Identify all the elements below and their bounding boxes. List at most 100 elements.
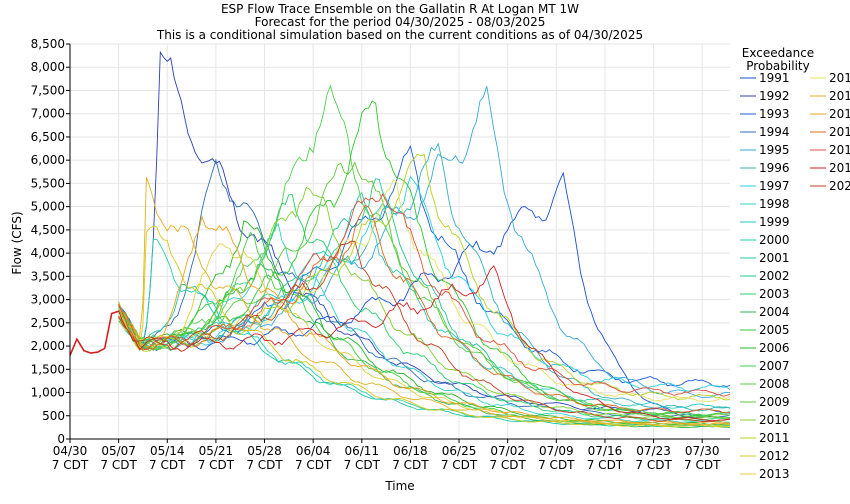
legend-label: 2013 <box>759 467 790 481</box>
legend-item-2004: 2004 <box>740 305 790 319</box>
x-axis-label: Time <box>384 479 414 493</box>
x-tick-sublabel: 7 CDT <box>149 458 186 472</box>
series-line-2016 <box>118 214 730 425</box>
y-tick-label: 8,000 <box>31 60 65 74</box>
legend-label: 2019 <box>829 161 850 175</box>
series-line-2012 <box>118 225 730 428</box>
series-line-2019 <box>118 265 731 422</box>
series-line-2010 <box>118 186 731 420</box>
x-tick-label: 07/23 <box>636 444 671 458</box>
legend-label: 2010 <box>759 413 790 427</box>
legend-label: 2009 <box>759 395 790 409</box>
y-axis-label: Flow (CFS) <box>10 211 24 274</box>
axes <box>69 44 730 440</box>
series-line-2014 <box>118 179 731 402</box>
x-tick-sublabel: 7 CDT <box>441 458 478 472</box>
legend-item-1998: 1998 <box>740 197 790 211</box>
y-tick-label: 1,500 <box>31 362 65 376</box>
x-tick-label: 06/04 <box>296 444 331 458</box>
series-line-2013 <box>118 243 730 427</box>
legend-item-2005: 2005 <box>740 323 790 337</box>
observed-line <box>69 310 119 356</box>
legend-label: 1998 <box>759 197 790 211</box>
legend-item-2006: 2006 <box>740 341 790 355</box>
series-line-1995 <box>118 86 731 398</box>
legend-label: 1995 <box>759 143 790 157</box>
x-tick-sublabel: 7 CDT <box>635 458 672 472</box>
legend-item-2010: 2010 <box>740 413 790 427</box>
legend-item-1997: 1997 <box>740 179 790 193</box>
y-tick-label: 0 <box>57 432 65 446</box>
legend-item-1991: 1991 <box>740 71 790 85</box>
series-line-2006 <box>118 220 731 426</box>
y-tick-label: 3,000 <box>31 293 65 307</box>
y-tick-label: 4,000 <box>31 246 65 260</box>
legend-item-1995: 1995 <box>740 143 790 157</box>
legend-label: 1999 <box>759 215 790 229</box>
chart-subtitle-period: Forecast for the period 04/30/2025 - 08/… <box>255 15 546 29</box>
legend-label: 2020 <box>829 179 850 193</box>
legend-label: 2001 <box>759 251 790 265</box>
observed-line-group <box>69 310 119 356</box>
y-tick-label: 2,500 <box>31 316 65 330</box>
legend-item-2015: 2015 <box>810 89 850 103</box>
legend-label: 1994 <box>759 125 790 139</box>
legend-item-2018: 2018 <box>810 143 850 157</box>
x-tick-sublabel: 7 CDT <box>489 458 526 472</box>
legend-label: 2017 <box>829 125 850 139</box>
y-tick-label: 5,000 <box>31 200 65 214</box>
legend-items: 1991 1992 1993 1994 1995 1996 1997 1998 1999 2000… <box>740 71 850 481</box>
legend-item-1994: 1994 <box>740 125 790 139</box>
legend-label: 2003 <box>759 287 790 301</box>
x-tick-label: 07/30 <box>685 444 720 458</box>
legend-label: 1992 <box>759 89 790 103</box>
x-tick-sublabel: 7 CDT <box>295 458 332 472</box>
x-tick-sublabel: 7 CDT <box>392 458 429 472</box>
y-tick-label: 2,000 <box>31 339 65 353</box>
legend-item-1996: 1996 <box>740 161 790 175</box>
y-tick-label: 8,500 <box>31 37 65 51</box>
y-tick-label: 1,000 <box>31 386 65 400</box>
x-tick-label: 06/25 <box>442 444 477 458</box>
legend-item-2012: 2012 <box>740 449 790 463</box>
x-tick-sublabel: 7 CDT <box>684 458 721 472</box>
legend-label: 2007 <box>759 359 790 373</box>
series-lines <box>118 50 731 429</box>
x-tick-sublabel: 7 CDT <box>100 458 137 472</box>
legend-item-2008: 2008 <box>740 377 790 391</box>
x-tick-sublabel: 7 CDT <box>52 458 89 472</box>
y-tick-label: 500 <box>42 409 65 423</box>
x-tick-label: 05/07 <box>101 444 136 458</box>
y-axis-ticks: 0 500 1,000 1,500 2,000 2,500 3,000 3,500 4,000 4… <box>31 37 70 446</box>
series-line-2008 <box>118 84 731 416</box>
legend-item-2014: 2014 <box>810 71 850 85</box>
legend-label: 2008 <box>759 377 790 391</box>
legend-label: 2006 <box>759 341 790 355</box>
x-tick-sublabel: 7 CDT <box>587 458 624 472</box>
x-tick-label: 06/18 <box>393 444 428 458</box>
series-line-2018 <box>118 192 731 397</box>
legend-label: 2012 <box>759 449 790 463</box>
legend-item-2020: 2020 <box>810 179 850 193</box>
legend-item-2009: 2009 <box>740 395 790 409</box>
legend-label: 1997 <box>759 179 790 193</box>
legend-item-2011: 2011 <box>740 431 790 445</box>
x-tick-label: 05/28 <box>247 444 282 458</box>
x-tick-label: 06/11 <box>344 444 379 458</box>
chart-titles: ESP Flow Trace Ensemble on the Gallatin … <box>156 2 643 42</box>
y-tick-label: 5,500 <box>31 176 65 190</box>
legend-label: 2018 <box>829 143 850 157</box>
series-line-1996 <box>118 142 731 412</box>
legend-item-1992: 1992 <box>740 89 790 103</box>
x-tick-label: 04/30 <box>53 444 88 458</box>
series-line-1998 <box>118 223 731 423</box>
legend-label: 1996 <box>759 161 790 175</box>
legend-label: 2014 <box>829 71 850 85</box>
series-line-2001 <box>118 284 731 428</box>
legend-label: 1993 <box>759 107 790 121</box>
legend-label: 2000 <box>759 233 790 247</box>
legend-item-2002: 2002 <box>740 269 790 283</box>
